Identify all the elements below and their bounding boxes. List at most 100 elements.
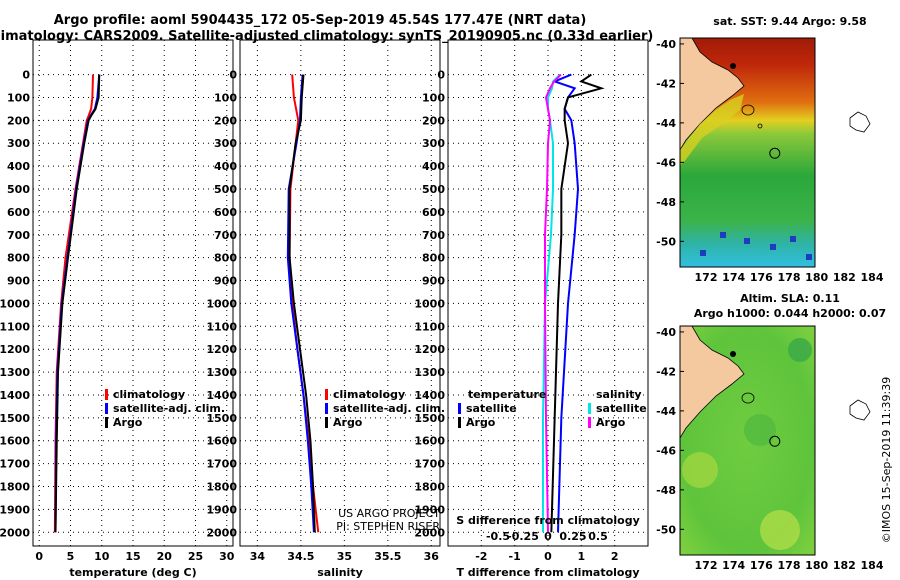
depth-tick-label: 300 xyxy=(422,137,445,150)
depth-tick-label: 2000 xyxy=(0,526,30,539)
x-axis-label: salinity xyxy=(317,566,363,579)
depth-tick-label: 1900 xyxy=(0,503,30,516)
cold-pixel xyxy=(770,244,776,250)
series-line-temperature-argo xyxy=(550,73,605,533)
map-lon-label: 178 xyxy=(778,559,801,572)
depth-tick-label: 600 xyxy=(422,206,445,219)
cold-pixel xyxy=(806,254,812,260)
depth-tick-label: 1500 xyxy=(414,412,445,425)
legend-swatch xyxy=(588,403,591,414)
x-tick-label: 15 xyxy=(125,550,140,563)
depth-tick-label: 500 xyxy=(422,183,445,196)
secondary-tick-label: 0 xyxy=(544,530,552,543)
depth-tick-label: 500 xyxy=(7,183,30,196)
depth-tick-label: 1600 xyxy=(414,435,445,448)
depth-tick-label: 700 xyxy=(214,229,237,242)
depth-tick-label: 800 xyxy=(214,252,237,265)
series-line-argo xyxy=(288,74,316,533)
secondary-axis-label: S difference from climatology xyxy=(456,514,640,527)
chatham-islands xyxy=(849,111,871,133)
island-outline xyxy=(757,123,763,129)
depth-tick-label: 1700 xyxy=(0,458,30,471)
legend-swatch xyxy=(458,403,461,414)
depth-tick-label: 200 xyxy=(7,114,30,127)
sst-map-frame xyxy=(679,37,816,268)
banks-peninsula xyxy=(730,63,736,69)
depth-tick-label: 1100 xyxy=(206,320,237,333)
depth-tick-label: 700 xyxy=(7,229,30,242)
cold-pixel xyxy=(700,250,706,256)
depth-tick-label: 1000 xyxy=(0,297,30,310)
sla-map-title-line1: Altim. SLA: 0.11 xyxy=(740,292,840,305)
map-lon-label: 180 xyxy=(805,559,828,572)
panel-frame xyxy=(239,39,441,547)
depth-tick-label: 800 xyxy=(7,252,30,265)
timestamp-label: ©IMOS 15-Sep-2019 11:39:39 xyxy=(880,377,893,543)
figure-title-line1: Argo profile: aoml 5904435_172 05-Sep-20… xyxy=(53,13,587,28)
sla-map-panel: Altim. SLA: 0.11 Argo h1000: 0.044 h2000… xyxy=(656,292,886,572)
island-outline xyxy=(741,392,755,404)
series-line-temperature-satellite xyxy=(551,73,580,533)
depth-tick-label: 100 xyxy=(214,91,237,104)
map-lon-label: 184 xyxy=(861,559,884,572)
legend-swatch xyxy=(588,417,591,428)
x-tick-label: 2 xyxy=(611,550,619,563)
depth-tick-label: 1300 xyxy=(0,366,30,379)
chatham-islands xyxy=(849,399,871,421)
legend-label: Argo xyxy=(466,416,496,429)
x-tick-label: 1 xyxy=(578,550,586,563)
legend-label: satellite xyxy=(596,402,647,415)
legend-label: satellite-adj. clim. xyxy=(333,402,445,415)
depth-tick-label: 1000 xyxy=(414,297,445,310)
x-tick-label: 10 xyxy=(94,550,110,563)
south-island-landmass xyxy=(680,326,745,439)
sla-map-title-line2: Argo h1000: 0.044 h2000: 0.07 xyxy=(694,307,886,320)
x-tick-label: -1 xyxy=(509,550,521,563)
depth-tick-label: 200 xyxy=(422,114,445,127)
sla-high-patch xyxy=(682,452,718,488)
x-tick-label: 34 xyxy=(250,550,266,563)
cold-pixel xyxy=(720,232,726,238)
secondary-tick-label: 0.25 xyxy=(559,530,586,543)
depth-tick-label: 1100 xyxy=(0,320,30,333)
map-lat-label: -50 xyxy=(656,523,676,536)
secondary-tick-label: -0.5 xyxy=(486,530,510,543)
map-lon-label: 176 xyxy=(750,559,773,572)
legend-label: climatology xyxy=(113,388,185,401)
depth-tick-label: 1400 xyxy=(0,389,30,402)
secondary-tick-label: 0.5 xyxy=(588,530,608,543)
depth-tick-label: 0 xyxy=(437,69,445,82)
map-lon-label: 172 xyxy=(695,271,718,284)
sst-map-panel: sat. SST: 9.44 Argo: 9.58 -40 -42 -44 -46 -4… xyxy=(656,15,884,284)
depth-tick-label: 500 xyxy=(214,183,237,196)
depth-tick-label: 1700 xyxy=(206,458,237,471)
x-tick-label: 35 xyxy=(337,550,352,563)
sla-low-patch xyxy=(744,414,776,446)
x-tick-label: 5 xyxy=(67,550,75,563)
depth-tick-label: 100 xyxy=(422,91,445,104)
legend-label: Argo xyxy=(596,416,626,429)
legend-swatch xyxy=(325,403,328,414)
south-island-landmass xyxy=(680,38,745,151)
depth-tick-label: 0 xyxy=(22,69,30,82)
depth-tick-label: 400 xyxy=(7,160,30,173)
map-lat-label: -50 xyxy=(656,235,676,248)
depth-tick-label: 1800 xyxy=(206,481,237,494)
map-lat-label: -48 xyxy=(656,484,676,497)
legend-swatch xyxy=(105,403,108,414)
depth-tick-label: 800 xyxy=(422,252,445,265)
depth-tick-label: 1500 xyxy=(0,412,30,425)
x-tick-label: 0 xyxy=(35,550,43,563)
map-lon-label: 180 xyxy=(805,271,828,284)
depth-tick-label: 1200 xyxy=(0,343,30,356)
depth-tick-label: 900 xyxy=(422,275,445,288)
depth-tick-label: 700 xyxy=(422,229,445,242)
depth-tick-label: 1800 xyxy=(414,481,445,494)
legend-label: Argo xyxy=(333,416,363,429)
map-lat-label: -48 xyxy=(656,196,676,209)
x-tick-label: 30 xyxy=(219,550,235,563)
map-lat-label: -44 xyxy=(656,405,676,418)
depth-tick-label: 1600 xyxy=(0,435,30,448)
x-axis-label: T difference from climatology xyxy=(456,566,639,579)
